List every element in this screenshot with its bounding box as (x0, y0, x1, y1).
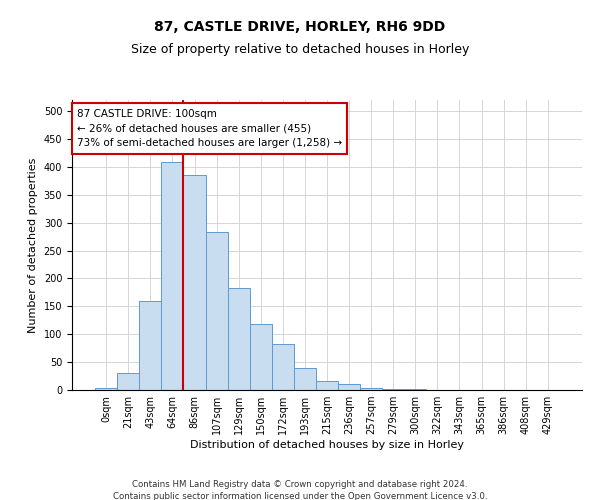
Text: Contains HM Land Registry data © Crown copyright and database right 2024.: Contains HM Land Registry data © Crown c… (132, 480, 468, 489)
Bar (294, 368, 316, 390)
Bar (95, 388, 117, 390)
Text: Contains public sector information licensed under the Open Government Licence v3: Contains public sector information licen… (113, 492, 487, 500)
Bar (382, 389, 404, 390)
Bar (184, 176, 206, 390)
Y-axis label: Number of detached properties: Number of detached properties (28, 158, 38, 332)
Bar (250, 324, 272, 390)
Bar (360, 388, 382, 390)
Bar (206, 232, 227, 390)
Bar (338, 384, 360, 390)
Text: Size of property relative to detached houses in Horley: Size of property relative to detached ho… (131, 42, 469, 56)
Text: 87 CASTLE DRIVE: 100sqm
← 26% of detached houses are smaller (455)
73% of semi-d: 87 CASTLE DRIVE: 100sqm ← 26% of detache… (77, 108, 342, 148)
Bar (227, 288, 250, 390)
X-axis label: Distribution of detached houses by size in Horley: Distribution of detached houses by size … (190, 440, 464, 450)
Bar (117, 374, 139, 390)
Text: 87, CASTLE DRIVE, HORLEY, RH6 9DD: 87, CASTLE DRIVE, HORLEY, RH6 9DD (154, 20, 446, 34)
Bar (272, 344, 294, 390)
Bar (316, 380, 338, 390)
Bar (139, 301, 161, 390)
Bar (161, 162, 184, 390)
